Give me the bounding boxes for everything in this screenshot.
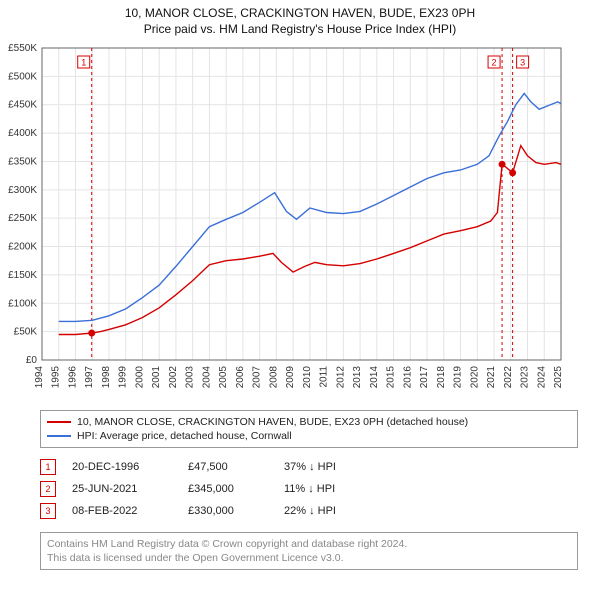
svg-text:2: 2 xyxy=(492,58,497,68)
transaction-price: £345,000 xyxy=(188,483,268,495)
legend: 10, MANOR CLOSE, CRACKINGTON HAVEN, BUDE… xyxy=(40,410,578,448)
svg-text:3: 3 xyxy=(520,58,525,68)
attribution-footer: Contains HM Land Registry data © Crown c… xyxy=(40,532,578,570)
svg-text:1995: 1995 xyxy=(51,366,62,389)
title-line-2: Price paid vs. HM Land Registry's House … xyxy=(0,22,600,36)
transaction-row: 2 25-JUN-2021 £345,000 11% ↓ HPI xyxy=(40,478,578,500)
svg-text:1998: 1998 xyxy=(101,366,112,389)
transaction-date: 08-FEB-2022 xyxy=(72,505,172,517)
transaction-price: £330,000 xyxy=(188,505,268,517)
svg-text:2012: 2012 xyxy=(335,366,346,389)
svg-text:£550K: £550K xyxy=(8,43,37,54)
legend-label: HPI: Average price, detached house, Corn… xyxy=(77,430,292,442)
svg-text:£200K: £200K xyxy=(8,242,37,253)
transaction-date: 25-JUN-2021 xyxy=(72,483,172,495)
transaction-delta: 37% ↓ HPI xyxy=(284,461,374,473)
transaction-delta: 22% ↓ HPI xyxy=(284,505,374,517)
svg-text:£450K: £450K xyxy=(8,100,37,111)
svg-text:2013: 2013 xyxy=(352,366,363,389)
svg-text:2011: 2011 xyxy=(319,366,330,388)
svg-text:2015: 2015 xyxy=(386,366,397,389)
svg-text:£250K: £250K xyxy=(8,213,37,224)
svg-text:2006: 2006 xyxy=(235,366,246,389)
transaction-marker: 3 xyxy=(40,503,56,519)
svg-text:2017: 2017 xyxy=(419,366,430,389)
transaction-row: 1 20-DEC-1996 £47,500 37% ↓ HPI xyxy=(40,456,578,478)
svg-text:2024: 2024 xyxy=(536,366,547,389)
svg-text:£0: £0 xyxy=(26,355,38,366)
transaction-delta: 11% ↓ HPI xyxy=(284,483,374,495)
svg-text:2016: 2016 xyxy=(402,366,413,389)
svg-text:2018: 2018 xyxy=(436,366,447,389)
svg-text:1: 1 xyxy=(81,58,86,68)
title-line-1: 10, MANOR CLOSE, CRACKINGTON HAVEN, BUDE… xyxy=(0,6,600,20)
svg-text:£150K: £150K xyxy=(8,270,37,281)
svg-text:2009: 2009 xyxy=(285,366,296,389)
svg-text:2022: 2022 xyxy=(503,366,514,389)
title-block: 10, MANOR CLOSE, CRACKINGTON HAVEN, BUDE… xyxy=(0,0,600,38)
legend-label: 10, MANOR CLOSE, CRACKINGTON HAVEN, BUDE… xyxy=(77,416,468,428)
svg-text:2004: 2004 xyxy=(201,366,212,389)
svg-text:2014: 2014 xyxy=(369,366,380,389)
legend-swatch xyxy=(47,435,71,437)
svg-text:2008: 2008 xyxy=(268,366,279,389)
svg-text:£500K: £500K xyxy=(8,71,37,82)
transactions-table: 1 20-DEC-1996 £47,500 37% ↓ HPI 2 25-JUN-2021… xyxy=(40,456,578,522)
footer-line-2: This data is licensed under the Open Gov… xyxy=(47,551,571,565)
svg-text:1994: 1994 xyxy=(34,366,45,389)
svg-text:2000: 2000 xyxy=(134,366,145,389)
svg-text:1999: 1999 xyxy=(118,366,129,389)
svg-text:2005: 2005 xyxy=(218,366,229,389)
svg-text:2001: 2001 xyxy=(151,366,162,389)
svg-text:2025: 2025 xyxy=(553,366,564,389)
svg-text:2020: 2020 xyxy=(469,366,480,389)
svg-text:2023: 2023 xyxy=(520,366,531,389)
legend-item: HPI: Average price, detached house, Corn… xyxy=(47,429,571,443)
svg-text:£100K: £100K xyxy=(8,298,37,309)
transaction-marker: 1 xyxy=(40,459,56,475)
svg-text:2019: 2019 xyxy=(453,366,464,389)
transaction-row: 3 08-FEB-2022 £330,000 22% ↓ HPI xyxy=(40,500,578,522)
transaction-price: £47,500 xyxy=(188,461,268,473)
svg-text:£300K: £300K xyxy=(8,185,37,196)
legend-item: 10, MANOR CLOSE, CRACKINGTON HAVEN, BUDE… xyxy=(47,415,571,429)
plot-area: £0 £50K £100K £150K £200K £250K £300K £350K £400… xyxy=(0,42,575,402)
footer-line-1: Contains HM Land Registry data © Crown c… xyxy=(47,537,571,551)
svg-text:£400K: £400K xyxy=(8,128,37,139)
chart-container: 10, MANOR CLOSE, CRACKINGTON HAVEN, BUDE… xyxy=(0,0,600,570)
legend-swatch xyxy=(47,421,71,423)
svg-text:£50K: £50K xyxy=(14,327,38,338)
svg-text:1996: 1996 xyxy=(67,366,78,389)
svg-text:2007: 2007 xyxy=(252,366,263,389)
svg-text:2021: 2021 xyxy=(486,366,497,389)
svg-text:2002: 2002 xyxy=(168,366,179,389)
svg-text:2003: 2003 xyxy=(185,366,196,389)
svg-text:1997: 1997 xyxy=(84,366,95,389)
transaction-marker: 2 xyxy=(40,481,56,497)
chart-svg: £0 £50K £100K £150K £200K £250K £300K £350K £400… xyxy=(0,42,575,402)
svg-text:£350K: £350K xyxy=(8,156,37,167)
transaction-date: 20-DEC-1996 xyxy=(72,461,172,473)
svg-text:2010: 2010 xyxy=(302,366,313,389)
